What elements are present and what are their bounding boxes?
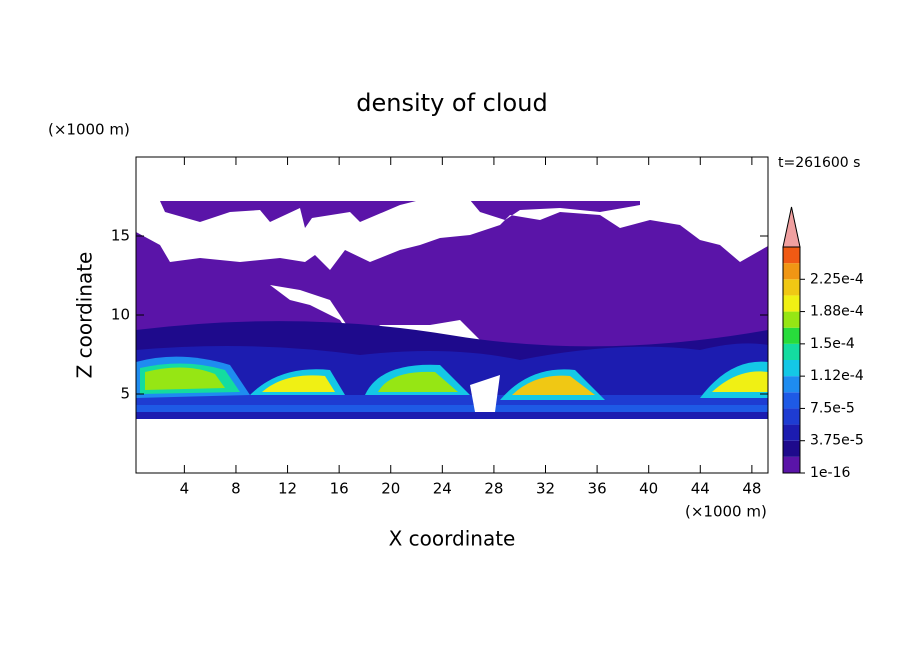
colorbar-frame: [782, 246, 801, 474]
y-tick-label: 15: [111, 227, 130, 245]
colorbar-band: [783, 311, 800, 328]
time-label: t=261600 s: [778, 155, 860, 171]
colorbar-band: [783, 343, 800, 360]
x-tick-label: 48: [742, 480, 761, 498]
colorbar-tick-label: 1e-16: [810, 465, 850, 481]
colorbar-tick-label: 7.5e-5: [810, 400, 855, 416]
x-tick-label: 40: [639, 480, 658, 498]
colorbar-band: [783, 376, 800, 393]
colorbar-tick-label: 3.75e-5: [810, 433, 864, 449]
colorbar-tick-label: 1.5e-4: [810, 336, 855, 352]
colorbar-band: [783, 263, 800, 280]
colorbar-tick-label: 2.25e-4: [810, 271, 864, 287]
y-tick-label: 10: [111, 306, 130, 324]
colorbar-tick-label: 1.88e-4: [810, 304, 864, 320]
colorbar-band: [783, 408, 800, 425]
colorbar-band: [783, 327, 800, 344]
colorbar-band: [783, 247, 800, 264]
x-tick-label: 16: [330, 480, 349, 498]
x-tick-label: 12: [278, 480, 297, 498]
colorbar-tick-label: 1.12e-4: [810, 368, 864, 384]
x-tick-label: 8: [231, 480, 241, 498]
x-tick-label: 24: [433, 480, 452, 498]
colorbar-extend: [782, 206, 801, 248]
x-axis-label: X coordinate: [389, 527, 516, 551]
colorbar-band: [783, 392, 800, 409]
chart-title: density of cloud: [356, 89, 547, 117]
contour-field: [136, 200, 768, 473]
colorbar-band: [783, 456, 800, 473]
colorbar-band: [783, 440, 800, 457]
x-tick-label: 44: [691, 480, 710, 498]
x-tick-label: 32: [536, 480, 555, 498]
colorbar-band: [783, 424, 800, 441]
x-tick-label: 28: [484, 480, 503, 498]
y-unit: (×1000 m): [48, 121, 130, 139]
x-unit: (×1000 m): [685, 503, 767, 521]
colorbar-band: [783, 295, 800, 312]
x-tick-label: 36: [588, 480, 607, 498]
colorbar-band: [783, 279, 800, 296]
x-tick-label: 4: [180, 480, 190, 498]
y-tick-label: 5: [120, 385, 130, 403]
x-tick-label: 20: [381, 480, 400, 498]
colorbar-band: [783, 360, 800, 377]
y-axis-label: Z coordinate: [73, 252, 97, 379]
